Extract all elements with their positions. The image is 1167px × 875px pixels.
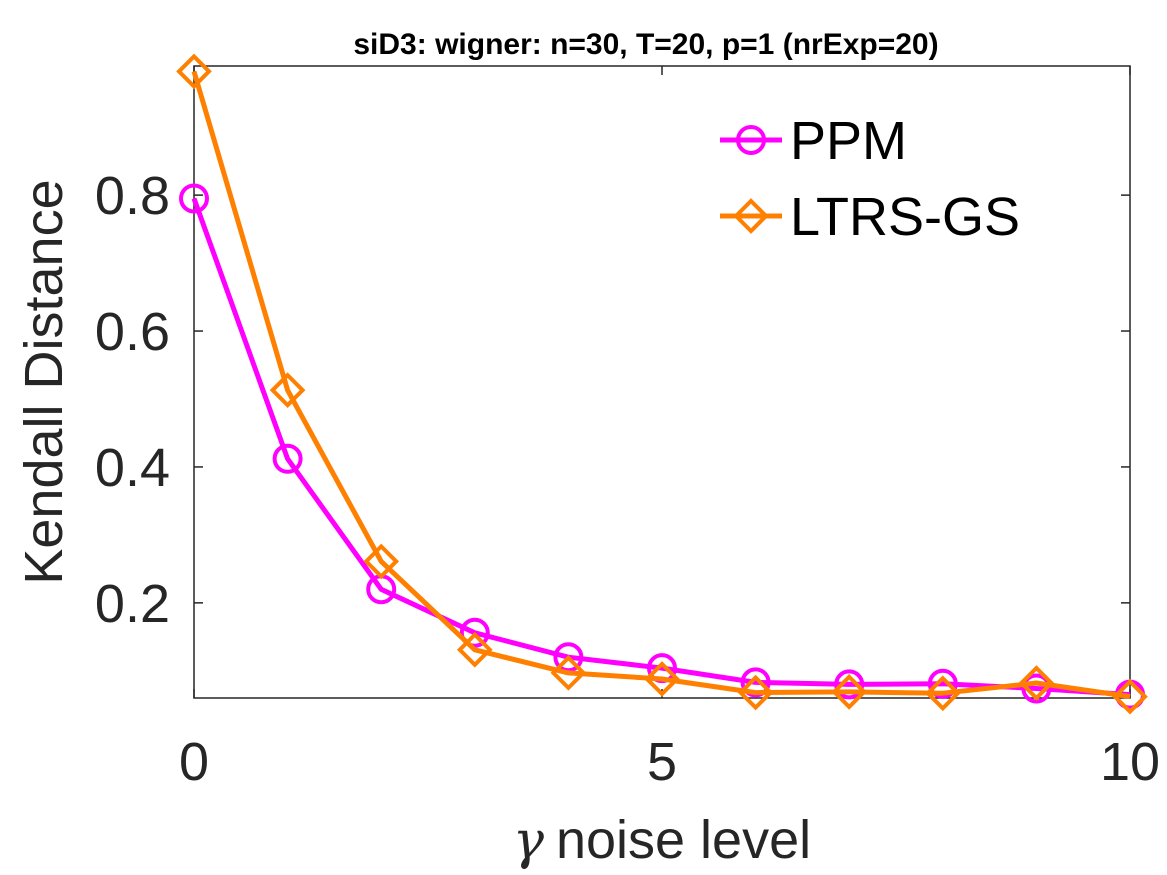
- data-point: [176, 53, 212, 90]
- chart-title: siD3: wigner: n=30, T=20, p=1 (nrExp=20): [353, 28, 938, 61]
- x-tick-label: 10: [1100, 732, 1160, 792]
- x-axis-label-text: noise level: [556, 810, 811, 870]
- data-point: [1112, 678, 1148, 715]
- x-axis-label: γ noise level: [513, 810, 811, 871]
- data-point: [269, 372, 306, 408]
- data-point: [456, 631, 493, 668]
- data-point: [1021, 673, 1052, 704]
- y-axis-label: Kendall Distance: [14, 179, 74, 584]
- y-tick-label: 0.8: [95, 166, 170, 226]
- legend-label: LTRS-GS: [790, 187, 1020, 247]
- data-point: [553, 642, 584, 673]
- tick-labels: 0 5 10 0.2 0.4 0.6 0.8: [95, 166, 1160, 792]
- data-point: [644, 661, 680, 697]
- series-ltrs-gs: [176, 53, 1148, 715]
- data-point: [363, 543, 400, 580]
- data-point: [831, 674, 868, 710]
- data-point: [179, 183, 209, 214]
- data-point: [1018, 665, 1055, 701]
- data-point: [924, 675, 961, 712]
- y-tick-label: 0.2: [95, 574, 170, 634]
- series-line: [191, 197, 1131, 698]
- series-layer: [176, 53, 1148, 715]
- data-point: [834, 669, 865, 700]
- data-point: [737, 674, 774, 711]
- x-axis-label-symbol: γ: [513, 811, 545, 871]
- plot-area: [194, 66, 1130, 698]
- x-tick-label: 5: [647, 732, 677, 792]
- data-point: [550, 655, 587, 691]
- series-line: [191, 70, 1131, 700]
- legend-entry: PPM: [720, 111, 907, 171]
- x-tick-label: 0: [179, 732, 209, 792]
- y-tick-label: 0.4: [95, 438, 170, 498]
- data-point: [272, 443, 303, 474]
- legend-marker: [736, 125, 766, 155]
- legend: PPM LTRS-GS: [720, 111, 1020, 247]
- data-point: [927, 668, 958, 699]
- legend-entry: LTRS-GS: [720, 187, 1020, 247]
- data-point: [740, 667, 771, 698]
- y-tick-label: 0.6: [95, 302, 170, 362]
- legend-marker: [733, 198, 769, 234]
- legend-label: PPM: [790, 111, 907, 171]
- data-point: [459, 617, 490, 648]
